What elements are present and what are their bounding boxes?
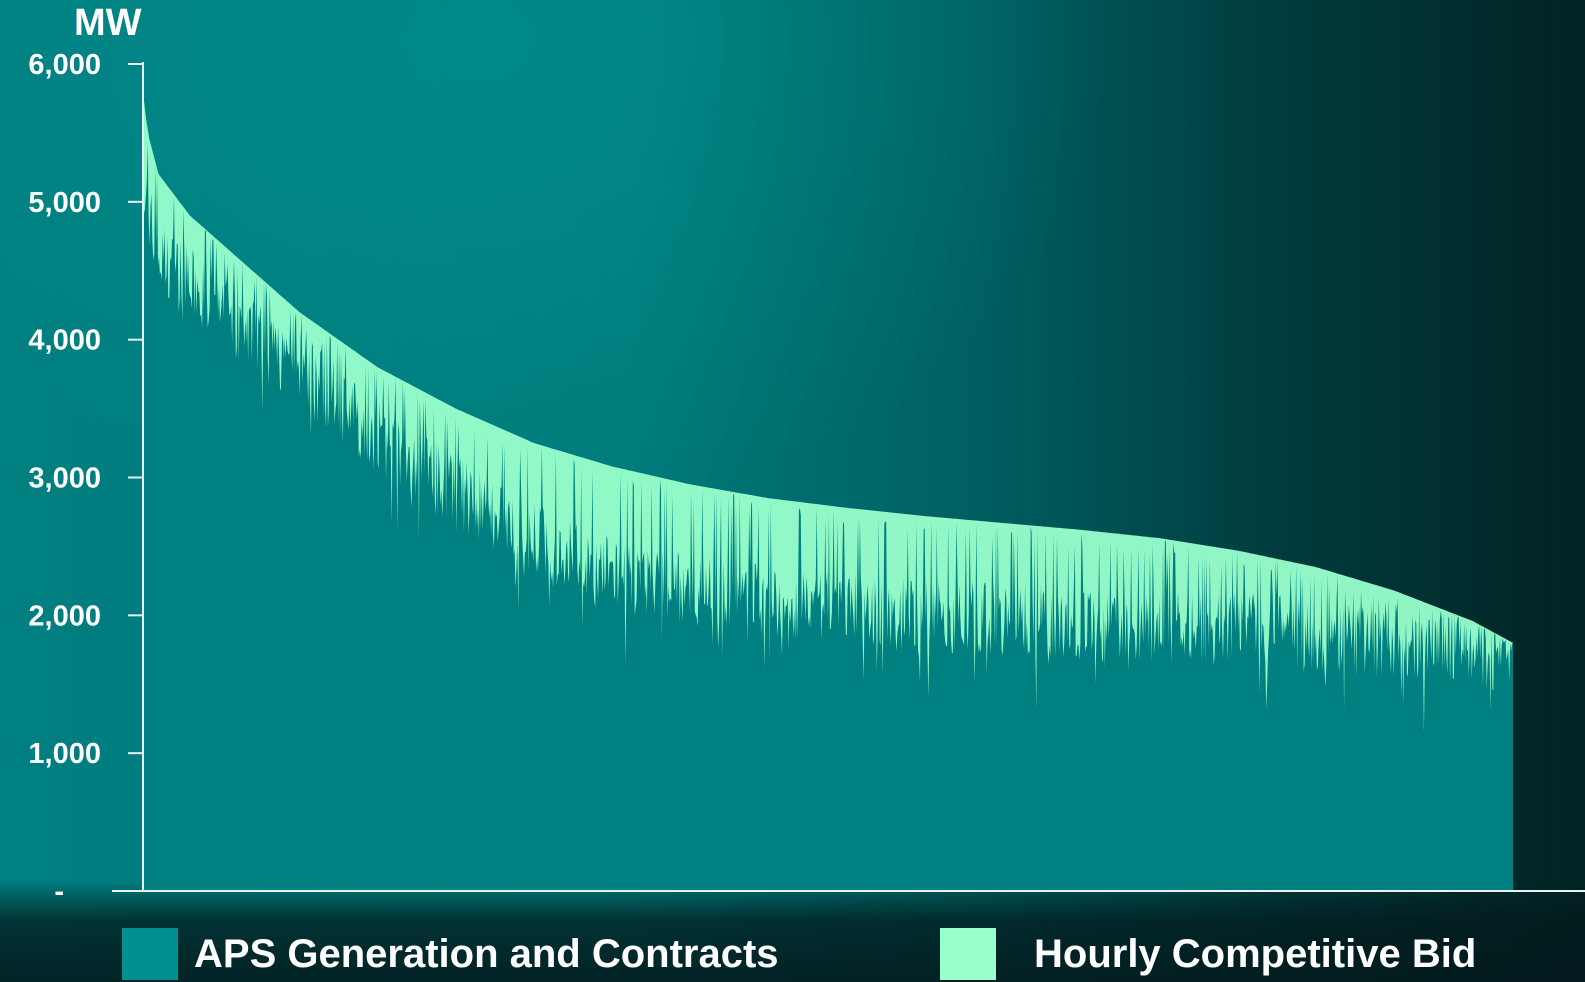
legend-item-hourly-bid: Hourly Competitive Bid <box>940 928 1476 980</box>
bottom-shade <box>0 880 1585 982</box>
legend-label-aps: APS Generation and Contracts <box>194 931 779 976</box>
legend-item-aps: APS Generation and Contracts <box>122 928 779 980</box>
y-tick-label: - <box>54 876 64 908</box>
y-tick-label: 4,000 <box>28 325 101 357</box>
series-aps-generation-area <box>143 144 1513 891</box>
legend-swatch-aps <box>122 928 178 980</box>
legend-swatch-hourly-bid <box>940 928 996 980</box>
plot-area <box>143 91 1513 892</box>
y-tick-label: 6,000 <box>28 49 101 81</box>
y-tick-label: 2,000 <box>28 600 101 632</box>
y-tick-label: 5,000 <box>28 187 101 219</box>
y-tick-label: 3,000 <box>28 463 101 495</box>
legend-label-hourly-bid: Hourly Competitive Bid <box>1034 931 1477 976</box>
y-axis-unit-label: MW <box>74 2 142 44</box>
y-tick-label: 1,000 <box>28 738 101 770</box>
y-ticks: 6,000 5,000 4,000 3,000 2,000 1,000 - <box>28 49 143 908</box>
